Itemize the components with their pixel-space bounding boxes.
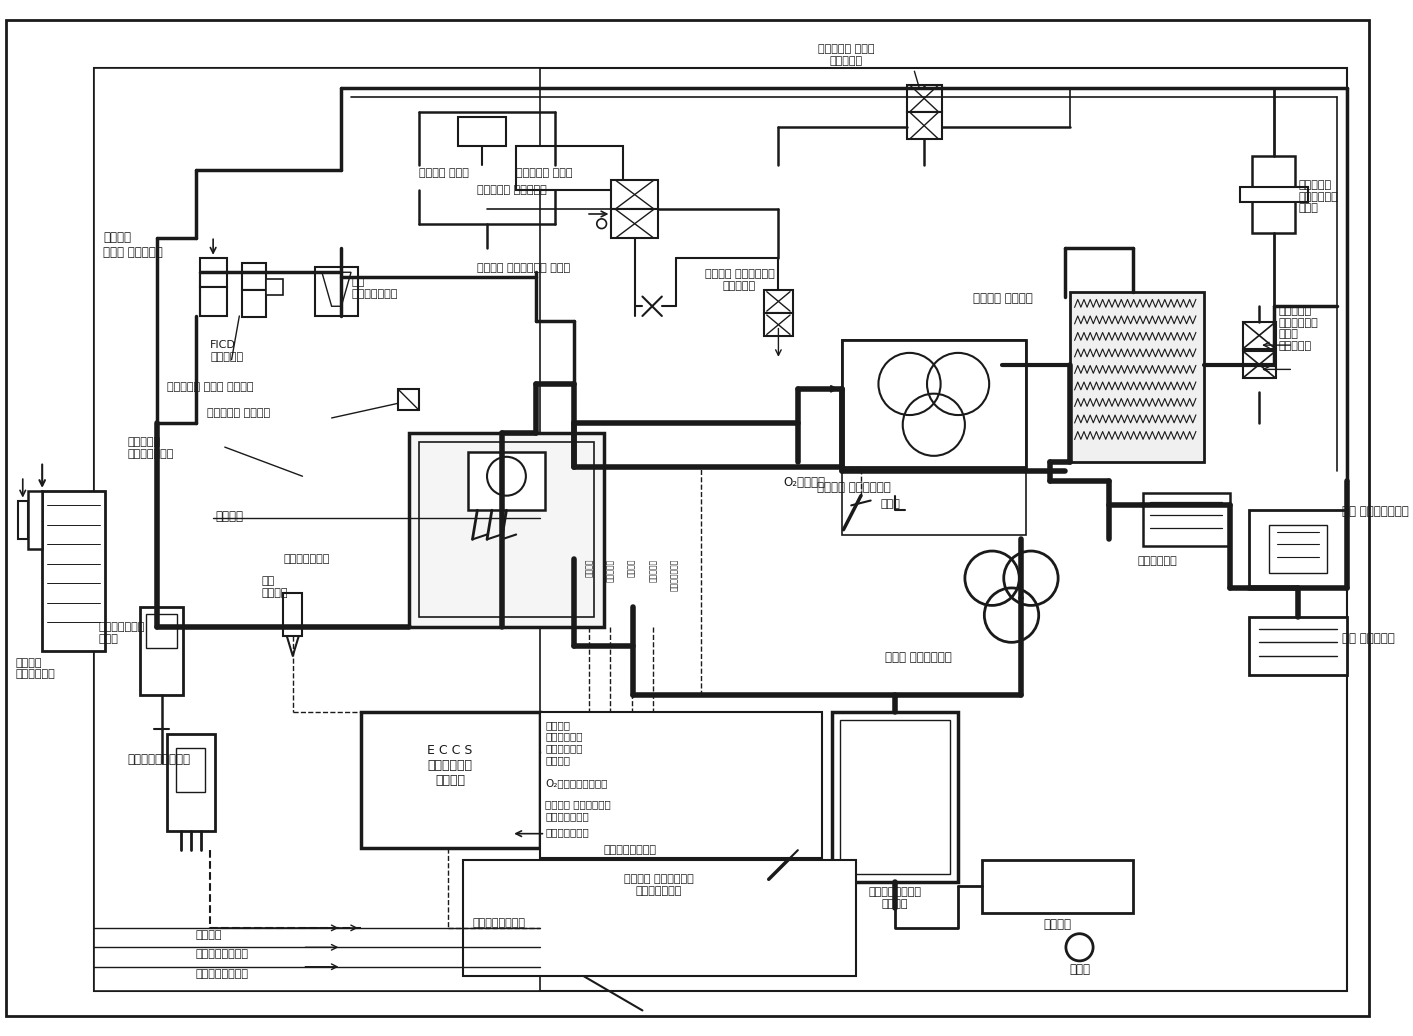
Text: レゾネーター: レゾネーター [1137,556,1177,566]
Text: バキューム タンク
ソレノイド: バキューム タンク ソレノイド [818,44,875,65]
Bar [42,491,106,651]
Text: チェック バルブ: チェック バルブ [420,168,469,178]
Bar [177,748,205,792]
Bar [315,267,357,316]
Bar [140,607,184,695]
Text: アイドル
アップ ソレノイド: アイドル アップ ソレノイド [103,230,162,259]
Bar [146,614,177,649]
Text: ストッパー ソレノイド: ストッパー ソレノイド [478,184,547,195]
Bar [842,340,1026,466]
Bar [764,290,793,313]
Bar [199,258,226,287]
Text: O₂センサー出力信号: O₂センサー出力信号 [545,778,608,788]
Bar [516,146,623,190]
Polygon shape [322,272,350,307]
Bar [266,279,283,294]
Text: O₂センサー: O₂センサー [783,477,825,489]
Text: 位置信号: 位置信号 [627,558,636,577]
Text: エア クリーナー: エア クリーナー [1342,632,1395,644]
Bar [242,290,266,317]
Text: 回転信号: 回転信号 [195,930,222,940]
Bar [458,117,506,146]
Text: スロットル バルブ スイッチ: スロットル バルブ スイッチ [167,382,253,392]
Bar [360,713,540,848]
Bar [832,713,958,883]
Bar [842,340,1026,535]
Text: エア フローメーター: エア フローメーター [1342,506,1409,518]
Text: 吸入空気量信号: 吸入空気量信号 [545,827,589,837]
Bar [1239,186,1308,202]
Bar [420,442,593,617]
Text: イグニッション
コイル: イグニッション コイル [99,622,146,643]
Text: バイパス コントロール バルブ: バイパス コントロール バルブ [478,262,571,272]
Text: 触媒コンバーター
（三元）: 触媒コンバーター （三元） [869,887,921,909]
Bar [283,593,302,636]
Bar [1070,292,1204,462]
Bar [199,287,226,316]
Bar [167,733,215,831]
Text: クランク角センサー: クランク角センサー [127,753,191,766]
Text: スロットル: スロットル [649,558,657,582]
Bar [612,180,658,209]
Circle shape [952,378,964,390]
Bar [397,388,420,410]
Text: バキューム
コントロール
バルブ: バキューム コントロール バルブ [1299,180,1338,213]
Bar [764,313,793,337]
Text: スロットル: スロットル [606,558,615,582]
Bar [93,68,540,991]
Bar [540,713,822,858]
Text: スーパー チャージャー: スーパー チャージャー [817,481,892,494]
Text: マフラー: マフラー [1043,918,1071,931]
Text: 排気温度センサー: 排気温度センサー [472,918,526,928]
Bar [907,85,941,112]
Bar [1252,155,1296,233]
Text: 警告灯: 警告灯 [1070,962,1089,976]
Bar [1242,322,1276,349]
Text: 補助空気制御信号: 補助空気制御信号 [195,969,249,979]
Bar [982,860,1133,914]
Bar [907,112,941,139]
Text: エア
レギュレーター: エア レギュレーター [350,277,397,298]
Text: バイパス コントロール
ソレノイド: バイパス コントロール ソレノイド [705,269,774,291]
Text: オイル: オイル [880,498,900,509]
Bar [839,720,951,874]
Text: ターボ チャージャー: ターボ チャージャー [886,651,952,664]
Text: 水温
センサー: 水温 センサー [261,576,288,598]
Text: カーボン
キャニスター: カーボン キャニスター [16,658,55,680]
Text: 開度信号: 開度信号 [585,558,593,577]
Text: 点火時期制御信号: 点火時期制御信号 [195,949,249,959]
Bar [612,209,658,238]
Text: バイパス コントロール
バルブ制御信号: バイパス コントロール バルブ制御信号 [545,800,610,822]
Text: バキューム
コントロール
バルブ
ソレノイド: バキューム コントロール バルブ ソレノイド [1279,307,1318,351]
Text: 排気温度センサー: 排気温度センサー [603,845,657,856]
Bar [18,500,28,540]
Text: 水温信号: 水温信号 [215,510,243,523]
Bar [468,452,545,510]
Bar [242,262,266,290]
Bar [462,860,856,977]
Bar [1242,351,1276,378]
Text: E C C S
コントロール
ユニット: E C C S コントロール ユニット [427,744,473,787]
Text: フゥーエル
インジェクター: フゥーエル インジェクター [127,437,174,459]
Bar [1249,510,1347,588]
Text: インター クーラー: インター クーラー [972,292,1033,305]
Text: スーパー
チャージャー
電磁クラッチ
制御信号: スーパー チャージャー 電磁クラッチ 制御信号 [545,720,582,765]
Bar [1269,525,1327,573]
Bar [1143,493,1231,546]
Text: バルブ制御信号: バルブ制御信号 [670,558,680,592]
Bar [28,491,42,549]
Text: 空燃比制御信号: 空燃比制御信号 [283,554,329,564]
Text: バキューム タンク: バキューム タンク [516,168,572,178]
Bar [1249,617,1347,675]
Text: スロットル センサー: スロットル センサー [208,408,270,419]
Circle shape [928,419,940,431]
Text: FICD
ソレノイド: FICD ソレノイド [211,340,243,362]
Circle shape [904,378,916,390]
Bar [410,432,603,627]
Text: バイパス コントロール
バルブ制御信号: バイパス コントロール バルブ制御信号 [625,874,694,896]
